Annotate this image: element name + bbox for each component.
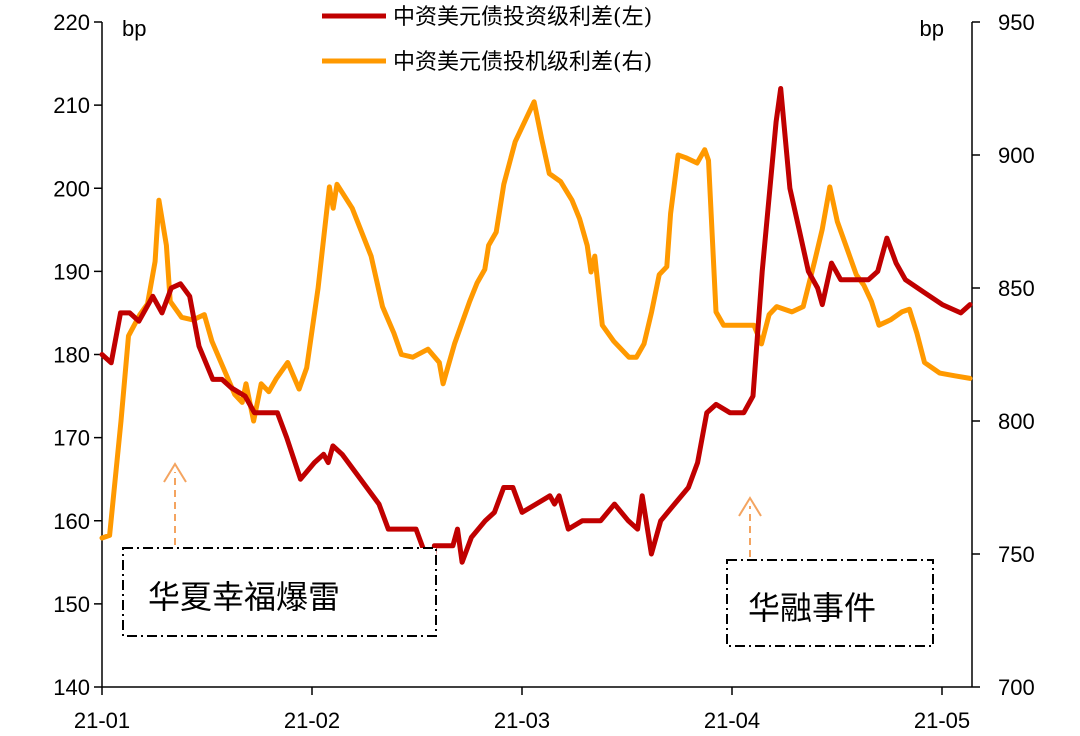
annotation-huarong: 华融事件 xyxy=(726,496,934,647)
left-tick-label: 210 xyxy=(53,93,90,118)
annotation-text-huarong: 华融事件 xyxy=(748,589,876,627)
annotation-arrowhead-huaxia xyxy=(163,462,187,483)
x-axis-ticks: 21-01 21-02 21-03 21-04 21-05 xyxy=(74,687,970,733)
x-tick-label: 21-01 xyxy=(74,708,130,733)
annotation-box-huarong xyxy=(726,559,934,647)
legend: 中资美元债投资级利差(左) 中资美元债投机级利差(右) xyxy=(322,5,652,75)
x-tick-label: 21-03 xyxy=(494,708,550,733)
annotation-box-huaxia xyxy=(122,547,437,637)
right-axis-ticks: 700 750 800 850 900 950 xyxy=(972,10,1035,700)
left-axis-unit: bp xyxy=(122,16,146,41)
right-tick-label: 850 xyxy=(998,276,1035,301)
right-tick-label: 800 xyxy=(998,409,1035,434)
right-tick-label: 700 xyxy=(998,675,1035,700)
left-tick-label: 140 xyxy=(53,675,90,700)
left-tick-label: 180 xyxy=(53,343,90,368)
left-tick-label: 190 xyxy=(53,259,90,284)
left-axis-ticks: 140 150 160 170 180 190 200 210 220 xyxy=(53,10,102,700)
annotation-arrowhead-huarong xyxy=(738,496,762,517)
left-tick-label: 160 xyxy=(53,509,90,534)
series-layer xyxy=(99,86,973,607)
annotation-text-huaxia: 华夏幸福爆雷 xyxy=(148,578,340,616)
x-tick-label: 21-04 xyxy=(704,708,760,733)
left-tick-label: 150 xyxy=(53,592,90,617)
legend-label-investment-grade: 中资美元债投资级利差(左) xyxy=(393,5,652,30)
right-tick-label: 750 xyxy=(998,542,1035,567)
series-line-investment-grade xyxy=(99,86,973,607)
x-tick-label: 21-05 xyxy=(914,708,970,733)
x-tick-label: 21-02 xyxy=(284,708,340,733)
right-tick-label: 900 xyxy=(998,143,1035,168)
left-tick-label: 220 xyxy=(53,10,90,35)
left-tick-label: 200 xyxy=(53,176,90,201)
right-axis-unit: bp xyxy=(920,16,944,41)
series-line-high-yield xyxy=(99,99,973,541)
right-axis: bp xyxy=(920,16,973,687)
legend-label-high-yield: 中资美元债投机级利差(右) xyxy=(393,50,652,75)
left-tick-label: 170 xyxy=(53,426,90,451)
annotation-huaxia: 华夏幸福爆雷 xyxy=(122,462,437,637)
right-tick-label: 950 xyxy=(998,10,1035,35)
